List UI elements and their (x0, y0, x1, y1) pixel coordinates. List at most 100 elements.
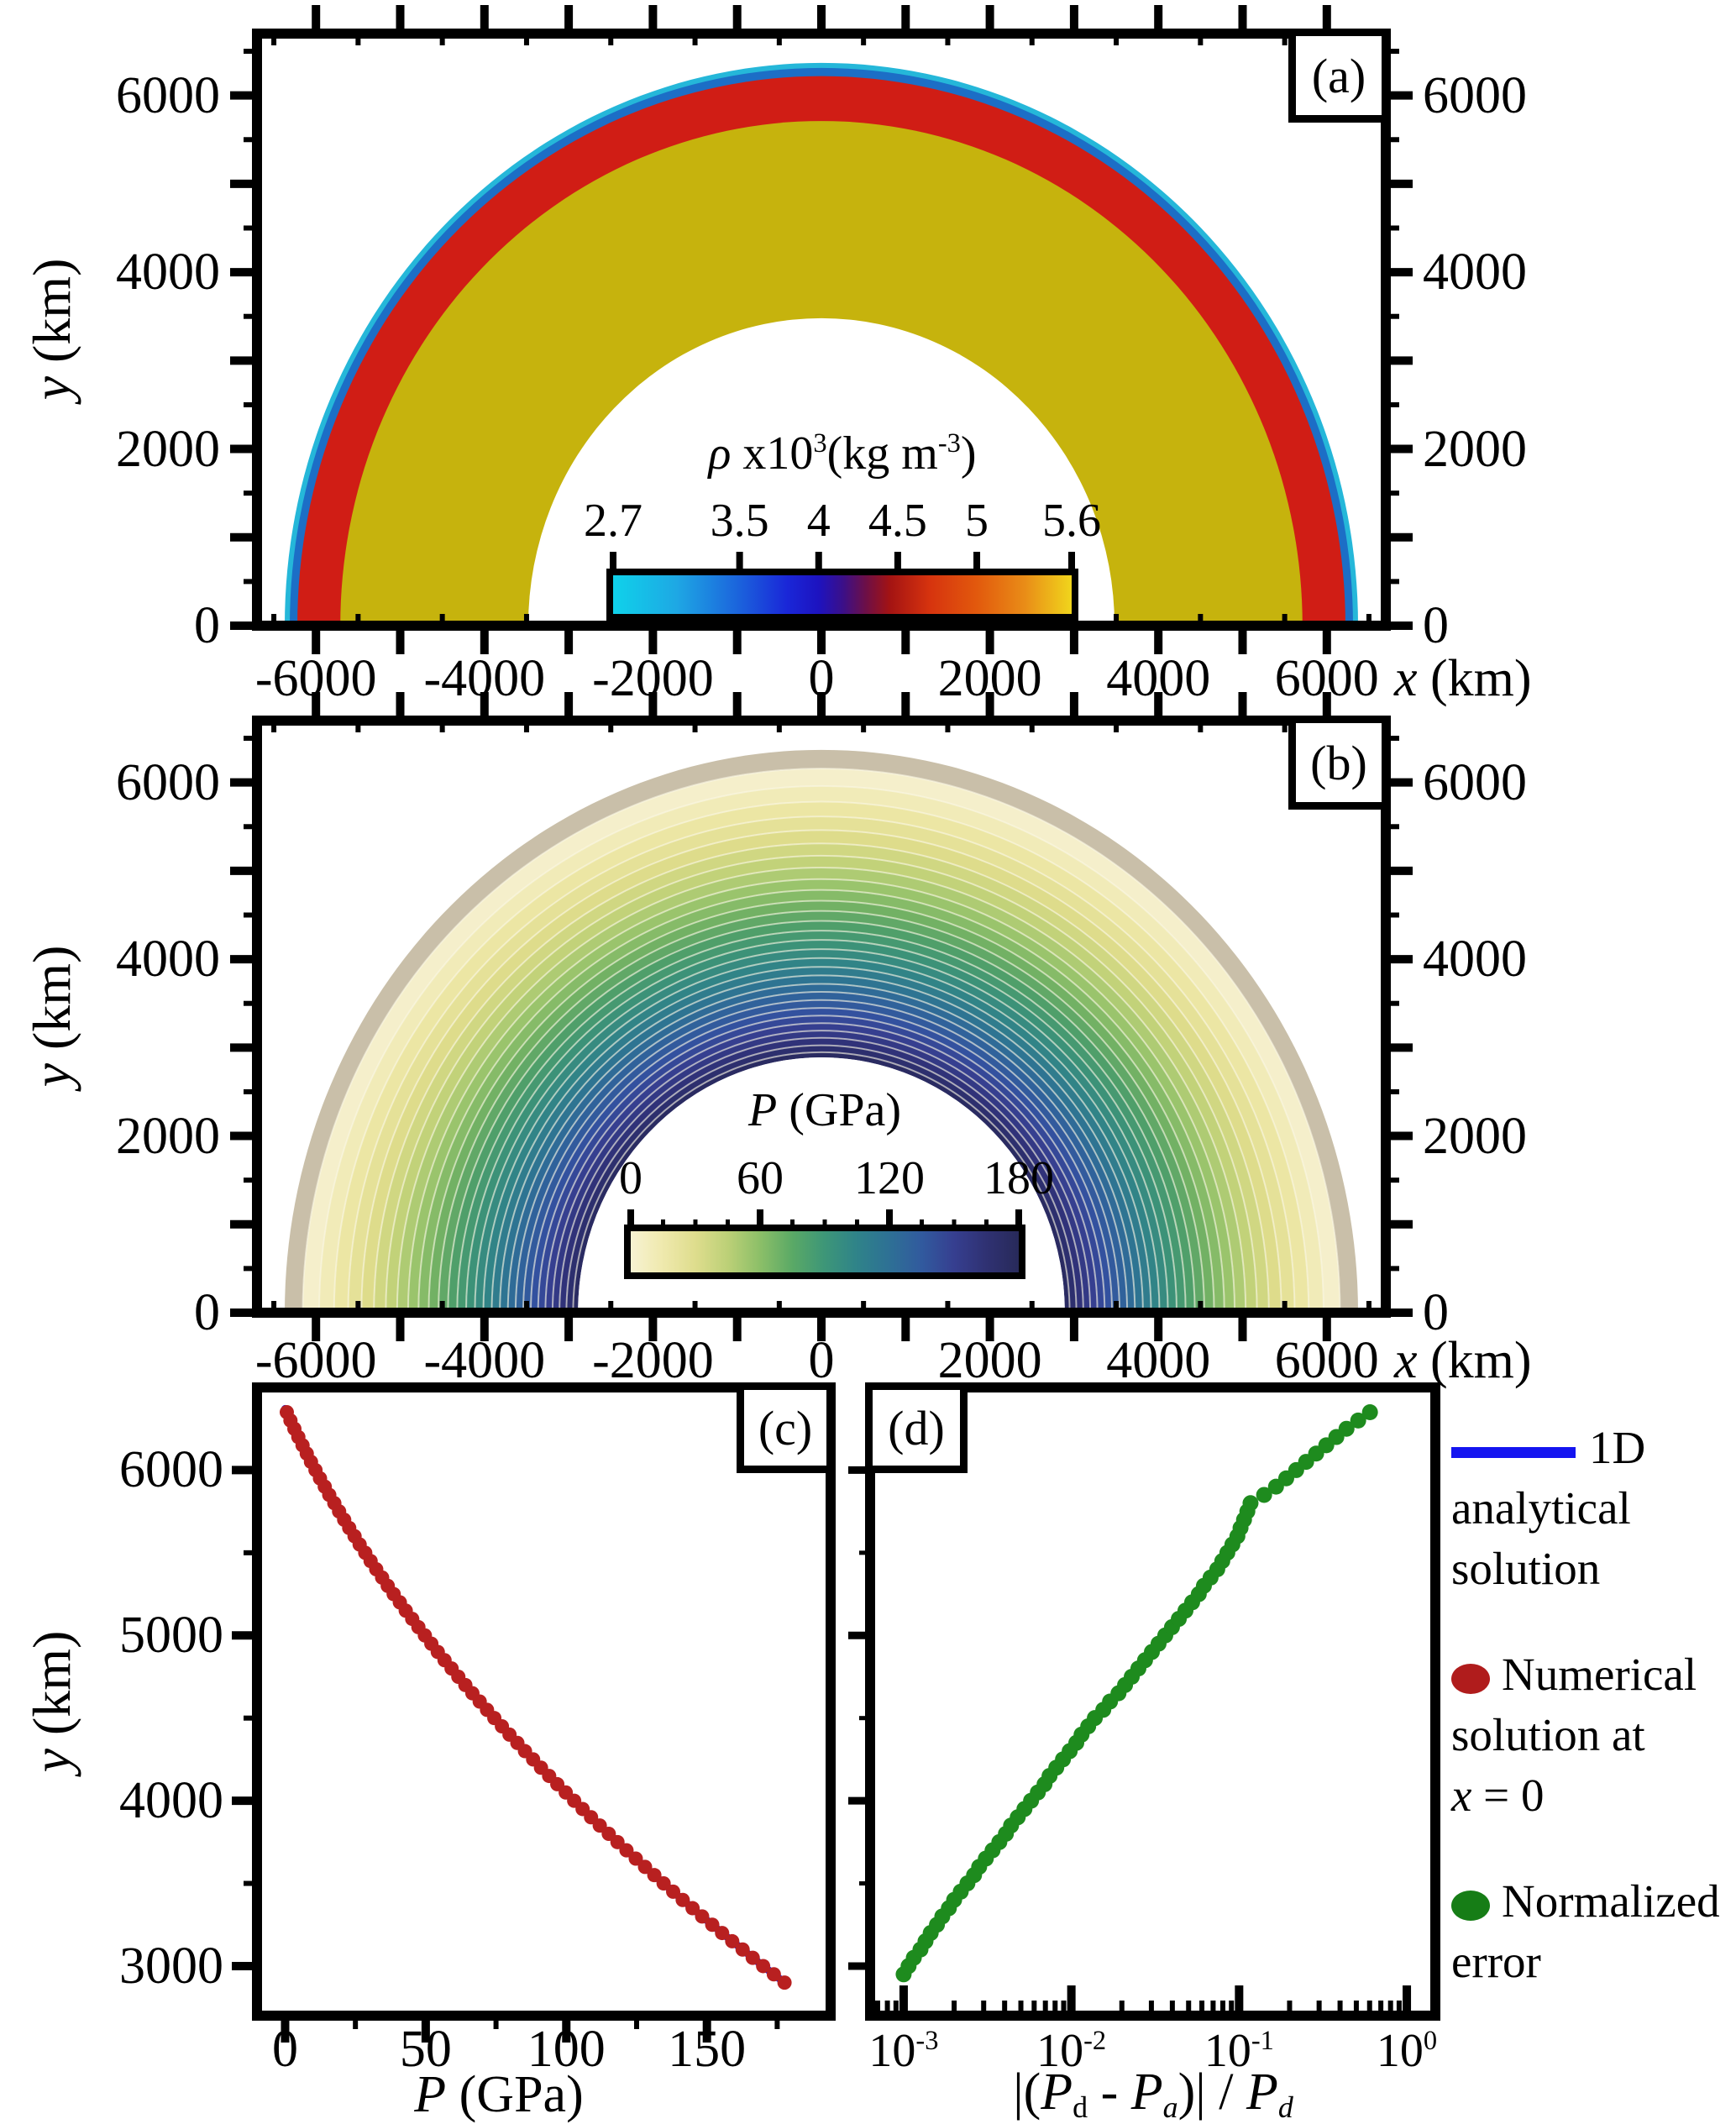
panel-a-density-plot (230, 5, 1413, 654)
numerical-solution-dot (725, 1933, 740, 1948)
panel-b-label-box: (b) (1288, 716, 1389, 810)
pressure-contour-line (456, 930, 1187, 1314)
colorbar-tick-label: 0 (619, 1152, 642, 1204)
panel-a-label: (a) (1311, 48, 1366, 103)
y-tick-label: 4000 (116, 931, 220, 989)
pressure-contour-line (347, 816, 1296, 1314)
numerical-solution-dot (705, 1917, 720, 1933)
numerical-solution-dot (745, 1950, 760, 1965)
y-tick-label-right: 2000 (1423, 420, 1527, 478)
x-tick-label: 2000 (937, 650, 1042, 707)
pressure-contour-line (537, 1015, 1106, 1314)
panel-c-label-box: (c) (737, 1382, 834, 1473)
density-colorbar-title: ρ x103(kg m-3) (708, 427, 977, 480)
numerical-solution-dot (637, 1859, 653, 1875)
y-tick-label-right: 4000 (1423, 244, 1527, 302)
panel-b-label: (b) (1310, 735, 1367, 790)
pressure-contour-line (572, 1051, 1071, 1314)
pressure-contour-line (385, 854, 1258, 1314)
normalized-error-dot (1350, 1412, 1366, 1429)
pressure-contour-line (333, 800, 1310, 1314)
y-tick-label: 0 (194, 597, 220, 654)
x-tick-label: -4000 (423, 1332, 546, 1389)
legend-item-analytical-line2: analytical (1451, 1482, 1631, 1534)
x-tick-label: 4000 (1106, 1332, 1211, 1389)
legend-line-marker (1451, 1446, 1576, 1458)
y-tick-label: 4000 (119, 1772, 223, 1830)
x-axis-title: x (km) (1394, 1332, 1532, 1389)
numerical-solution-dot (666, 1884, 681, 1899)
legend-item-numerical-line3: x = 0 (1451, 1770, 1545, 1821)
numerical-solution-dot (715, 1926, 730, 1941)
colorbar-tick-label: 5 (965, 495, 989, 547)
pressure-contour-line (506, 983, 1136, 1314)
colorbar-tick-label: 5.6 (1042, 495, 1101, 547)
legend-text: analytical (1451, 1482, 1631, 1534)
legend-item-numerical-line2: solution at (1451, 1708, 1645, 1761)
numerical-solution-dot (777, 1975, 792, 1990)
panel-c-profile-plot (232, 1382, 836, 2043)
y-tick-label: 3000 (119, 1937, 223, 1995)
legend-green-dot-marker (1451, 1891, 1490, 1922)
y-tick-label-right: 6000 (1423, 66, 1527, 124)
pressure-contour-line (529, 1007, 1114, 1314)
x-tick-label: 100 (527, 2021, 606, 2078)
numerical-solution-dot (628, 1851, 643, 1866)
numerical-solution-dot (675, 1892, 690, 1907)
normalized-error-dot (1256, 1487, 1272, 1503)
colorbar-tick-label: 60 (737, 1152, 784, 1204)
pressure-contour-line (474, 948, 1169, 1314)
x-tick-label: 2000 (937, 1332, 1042, 1389)
x-tick-label: 6000 (1274, 1332, 1379, 1389)
x-tick-label: -6000 (254, 650, 377, 707)
x-axis-title: P (GPa) (414, 2066, 584, 2123)
legend-text: 1D (1589, 1422, 1646, 1473)
numerical-solution-dot (592, 1818, 607, 1833)
y-tick-label: 2000 (116, 1107, 220, 1165)
pressure-contour-line (360, 829, 1282, 1314)
numerical-solution-dot (647, 1868, 662, 1883)
x-tick-label: -2000 (592, 650, 714, 707)
legend-item-analytical-line3: solution (1451, 1542, 1600, 1595)
log-x-tick-label: 10-1 (1204, 2025, 1274, 2078)
pressure-contour-line (544, 1022, 1099, 1314)
numerical-solution-dot (610, 1834, 625, 1849)
colorbar-tick-label: 4.5 (868, 495, 927, 547)
pressure-contour-line (406, 878, 1236, 1314)
y-tick-label: 6000 (116, 753, 220, 811)
numerical-solution-dot (619, 1843, 634, 1858)
pressure-contour-line (565, 1044, 1078, 1314)
legend-text: solution (1451, 1543, 1601, 1594)
y-tick-label-right: 4000 (1423, 931, 1527, 989)
y-tick-label-right: 2000 (1423, 1107, 1527, 1165)
y-axis-title: y (km) (22, 945, 81, 1088)
panel-c-label: (c) (758, 1400, 813, 1455)
normalized-error-dot (1242, 1495, 1259, 1512)
pressure-colorbar-title: P (GPa) (748, 1084, 901, 1136)
panel-d-label-box: (d) (865, 1382, 968, 1473)
panel-a-label-box: (a) (1288, 29, 1389, 123)
y-tick-label: 5000 (119, 1607, 223, 1665)
pressure-colorbar-gradient (624, 1225, 1025, 1279)
numerical-solution-dot (695, 1909, 710, 1924)
x-tick-label: 4000 (1106, 650, 1211, 707)
y-axis-title: y (km) (22, 258, 81, 401)
log-x-tick-label: 100 (1376, 2025, 1438, 2078)
log-x-tick-label: 10-2 (1036, 2025, 1107, 2078)
numerical-solution-dot (735, 1942, 750, 1957)
y-tick-label-right: 6000 (1423, 753, 1527, 811)
pressure-contour-line (522, 999, 1120, 1314)
legend-text: solution at (1451, 1709, 1645, 1760)
panel-d-label: (d) (888, 1400, 945, 1455)
legend-item-analytical-line1: 1D (1451, 1421, 1645, 1474)
legend-item-numerical-line1: Numerical (1451, 1648, 1697, 1701)
pressure-contour-line (551, 1030, 1092, 1314)
y-tick-label: 6000 (119, 1441, 223, 1499)
colorbar-tick-label: 3.5 (710, 495, 769, 547)
x-tick-label: 50 (399, 2021, 452, 2078)
x-tick-label: 6000 (1274, 650, 1379, 707)
numerical-solution-dot (766, 1967, 781, 1982)
legend-text: error (1451, 1936, 1541, 1987)
